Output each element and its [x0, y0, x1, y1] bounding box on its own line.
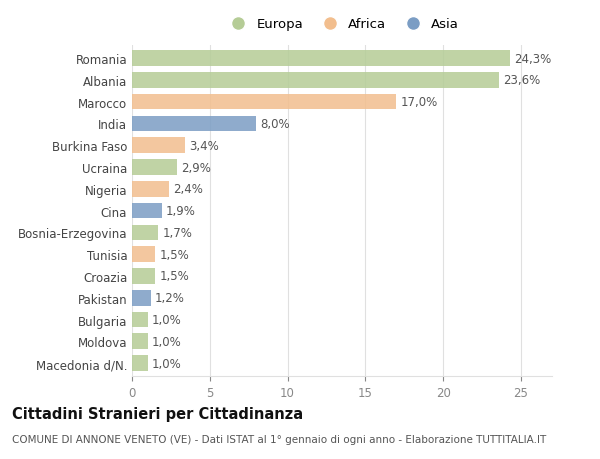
- Legend: Europa, Africa, Asia: Europa, Africa, Asia: [220, 13, 464, 36]
- Bar: [132, 312, 148, 328]
- Text: 1,2%: 1,2%: [155, 291, 184, 305]
- Bar: [132, 73, 499, 89]
- Bar: [132, 51, 510, 67]
- Text: 1,0%: 1,0%: [151, 357, 181, 370]
- Bar: [132, 95, 397, 110]
- Text: 2,9%: 2,9%: [181, 161, 211, 174]
- Text: 1,7%: 1,7%: [163, 226, 192, 239]
- Text: 1,0%: 1,0%: [151, 335, 181, 348]
- Text: 1,9%: 1,9%: [166, 205, 196, 218]
- Text: 23,6%: 23,6%: [503, 74, 540, 87]
- Bar: [132, 356, 148, 371]
- Text: 17,0%: 17,0%: [400, 96, 437, 109]
- Text: 2,4%: 2,4%: [173, 183, 203, 196]
- Bar: [132, 138, 185, 154]
- Bar: [132, 334, 148, 349]
- Text: 1,5%: 1,5%: [159, 248, 189, 261]
- Bar: [132, 160, 177, 175]
- Bar: [132, 182, 169, 197]
- Text: COMUNE DI ANNONE VENETO (VE) - Dati ISTAT al 1° gennaio di ogni anno - Elaborazi: COMUNE DI ANNONE VENETO (VE) - Dati ISTA…: [12, 434, 546, 444]
- Text: 24,3%: 24,3%: [514, 52, 551, 66]
- Bar: [132, 116, 256, 132]
- Bar: [132, 269, 155, 284]
- Bar: [132, 225, 158, 241]
- Text: 1,5%: 1,5%: [159, 270, 189, 283]
- Text: 3,4%: 3,4%: [189, 140, 218, 152]
- Bar: [132, 247, 155, 263]
- Text: Cittadini Stranieri per Cittadinanza: Cittadini Stranieri per Cittadinanza: [12, 406, 303, 421]
- Text: 1,0%: 1,0%: [151, 313, 181, 326]
- Bar: [132, 290, 151, 306]
- Bar: [132, 203, 161, 219]
- Text: 8,0%: 8,0%: [260, 118, 290, 131]
